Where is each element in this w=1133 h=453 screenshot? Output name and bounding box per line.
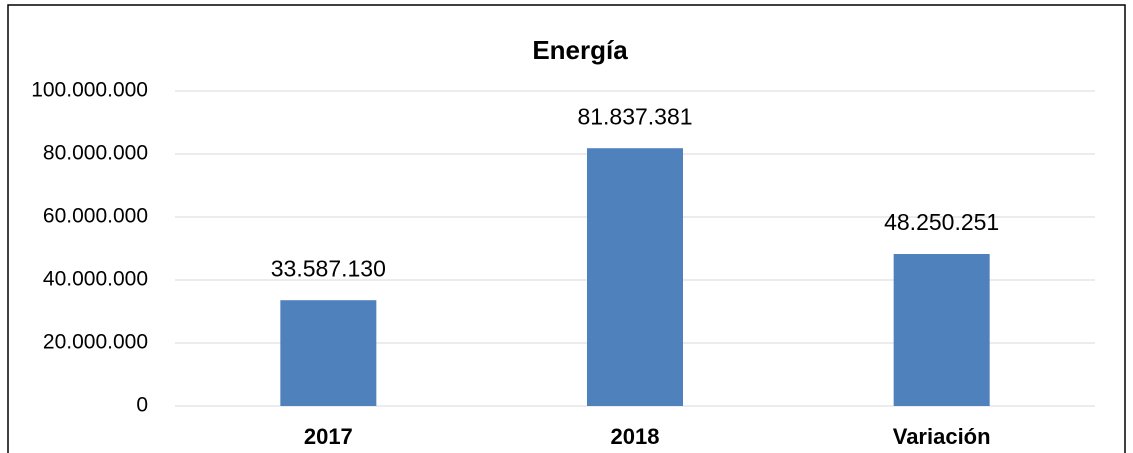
bar (280, 300, 377, 406)
bar (893, 254, 990, 406)
value-label: 81.837.381 (577, 103, 692, 129)
chart-title: Energía (532, 35, 628, 65)
x-tick-label: 2017 (304, 424, 353, 449)
value-label: 48.250.251 (884, 209, 999, 235)
y-tick-label: 0 (136, 394, 148, 417)
x-tick-label: 2018 (611, 424, 660, 449)
y-tick-label: 40.000.000 (43, 268, 148, 291)
y-tick-label: 80.000.000 (43, 142, 148, 165)
value-label: 33.587.130 (271, 255, 386, 281)
y-tick-label: 100.000.000 (31, 79, 148, 102)
chart-border (7, 4, 1126, 453)
bar (587, 148, 683, 406)
x-tick-label: Variación (893, 424, 991, 449)
y-tick-label: 60.000.000 (43, 205, 148, 228)
y-tick-label: 20.000.000 (43, 331, 148, 354)
